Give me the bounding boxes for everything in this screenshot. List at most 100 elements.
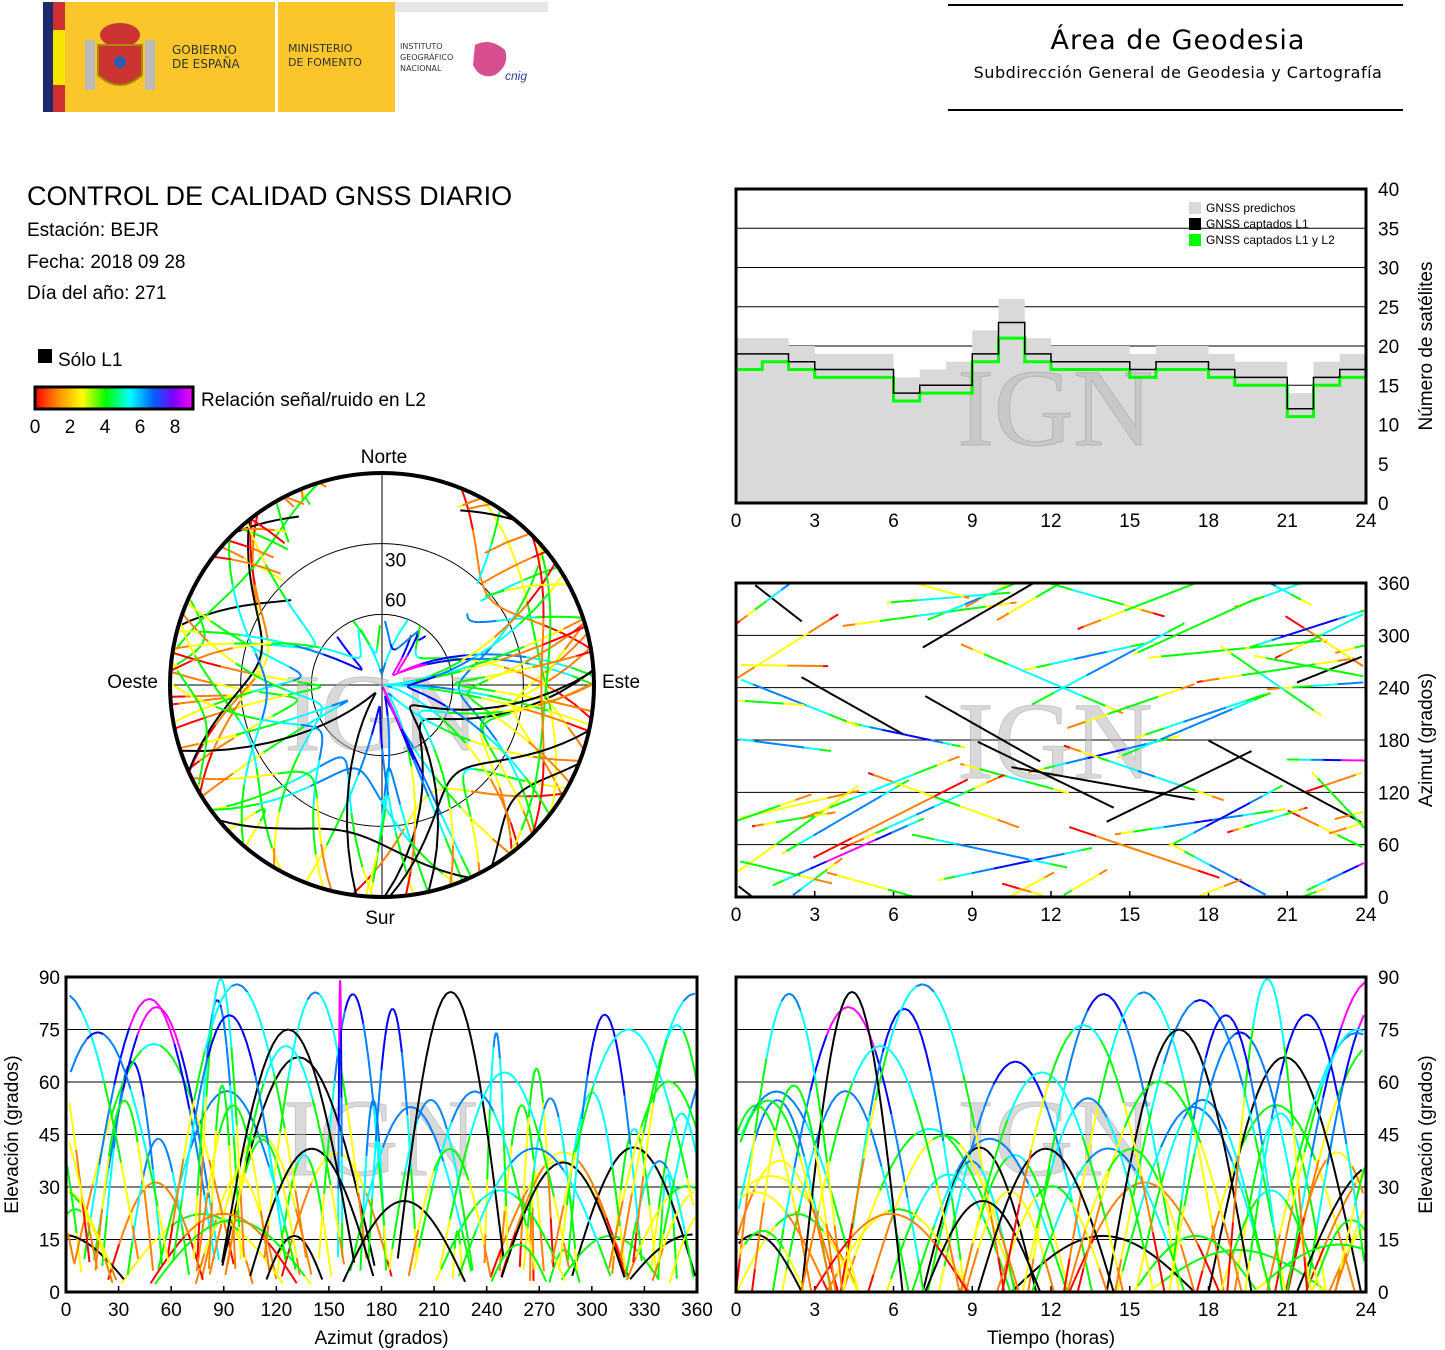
satellite-track — [1031, 666, 1037, 670]
satellite-track — [1056, 788, 1062, 792]
satellite-track — [476, 556, 480, 565]
satellite-track — [272, 643, 283, 647]
satellite-track — [1332, 659, 1339, 663]
satellite-track — [1114, 749, 1121, 753]
satellite-track — [1213, 742, 1220, 748]
satellite-track — [1292, 620, 1298, 625]
satellite-track — [1258, 820, 1262, 824]
satellite-track — [311, 1147, 317, 1151]
satellite-track — [263, 826, 275, 830]
satellite-track — [1102, 782, 1110, 786]
satellite-track — [1315, 623, 1321, 628]
satellite-track — [949, 608, 953, 612]
satellite-track — [1264, 819, 1268, 822]
satellite-track — [480, 791, 491, 795]
satellite-track — [387, 685, 393, 689]
area-subtitle: Subdirección General de Geodesia y Carto… — [974, 63, 1383, 82]
satellite-track — [296, 1235, 300, 1239]
satellite-track — [302, 771, 307, 775]
satellite-track — [1276, 589, 1281, 593]
satellite-track — [1289, 811, 1294, 814]
satellite-track — [1337, 616, 1343, 620]
y-tick-label: 75 — [39, 1021, 60, 1042]
satellite-track — [848, 623, 856, 627]
x-tick-label: 24 — [1355, 905, 1377, 926]
x-tick-label: 210 — [418, 1300, 450, 1321]
satellite-track — [1111, 648, 1117, 652]
satellite-track — [840, 840, 847, 845]
satellite-track — [1033, 859, 1040, 863]
satellite-track — [758, 864, 764, 868]
satellite-track — [951, 743, 957, 747]
satellite-track — [1144, 732, 1151, 736]
satellite-track — [795, 637, 801, 642]
satellite-track — [818, 851, 825, 856]
x-axis-label: Azimut (grados) — [314, 1328, 448, 1349]
satellite-track — [462, 772, 465, 777]
satellite-track — [1266, 818, 1271, 821]
satellite-track — [409, 707, 413, 713]
satellite-track — [368, 1110, 372, 1120]
satellite-track — [1319, 888, 1324, 892]
satellite-track — [992, 776, 999, 782]
satellite-track — [1106, 818, 1113, 823]
satellite-track — [1069, 850, 1076, 854]
satellite-track — [762, 658, 768, 663]
satellite-track — [772, 868, 778, 872]
satellite-track — [1015, 890, 1020, 895]
satellite-track — [1168, 635, 1174, 640]
satellite-track — [1069, 658, 1075, 662]
satellite-track — [1176, 862, 1183, 867]
y-tick-label: 0 — [49, 1283, 60, 1304]
x-tick-label: 21 — [1277, 905, 1298, 926]
satellite-track — [766, 655, 772, 661]
satellite-track — [846, 877, 853, 881]
satellite-track — [1101, 836, 1108, 841]
satellite-track — [755, 811, 761, 815]
satellite-track — [311, 687, 318, 691]
satellite-track — [528, 1147, 535, 1151]
satellite-track — [991, 771, 996, 775]
satellite-track — [945, 840, 952, 844]
satellite-track — [1305, 818, 1313, 824]
satellite-track — [295, 698, 298, 701]
satellite-track — [925, 738, 931, 742]
satellite-track — [1234, 655, 1240, 660]
satellite-track — [955, 874, 961, 878]
satellite-track — [260, 815, 264, 820]
satellite-track — [1115, 784, 1123, 788]
satellite-track — [965, 604, 970, 608]
satellite-track — [1127, 830, 1134, 834]
satellite-track — [1300, 789, 1308, 794]
satellite-track — [340, 756, 344, 759]
satellite-track — [1028, 858, 1035, 862]
satellite-track — [831, 855, 838, 861]
satellite-track — [1342, 869, 1349, 874]
satellite-track — [948, 591, 954, 595]
satellite-track — [1213, 875, 1220, 879]
satellite-track — [548, 1277, 552, 1283]
satellite-track — [1266, 639, 1272, 643]
satellite-track — [916, 789, 923, 794]
satellite-track — [963, 595, 970, 600]
satellite-track — [1070, 776, 1078, 780]
snr-tick-label: 6 — [135, 417, 146, 438]
satellite-track — [1024, 670, 1031, 675]
satellite-track — [917, 834, 924, 838]
satellite-track — [865, 725, 870, 729]
satellite-track — [558, 1151, 564, 1155]
satellite-track — [950, 841, 957, 845]
satellite-track — [857, 880, 863, 884]
satellite-track — [1134, 643, 1140, 647]
satellite-track — [395, 684, 405, 687]
satellite-track — [455, 681, 459, 685]
satellite-track — [1252, 822, 1257, 826]
satellite-track — [770, 843, 777, 849]
satellite-track — [831, 872, 838, 877]
satellite-track — [300, 723, 309, 727]
satellite-track — [804, 867, 811, 872]
satellite-track — [997, 603, 1005, 606]
satellite-track — [943, 799, 950, 804]
satellite-track — [1050, 662, 1056, 666]
only-l1-label: Sólo L1 — [58, 350, 122, 371]
